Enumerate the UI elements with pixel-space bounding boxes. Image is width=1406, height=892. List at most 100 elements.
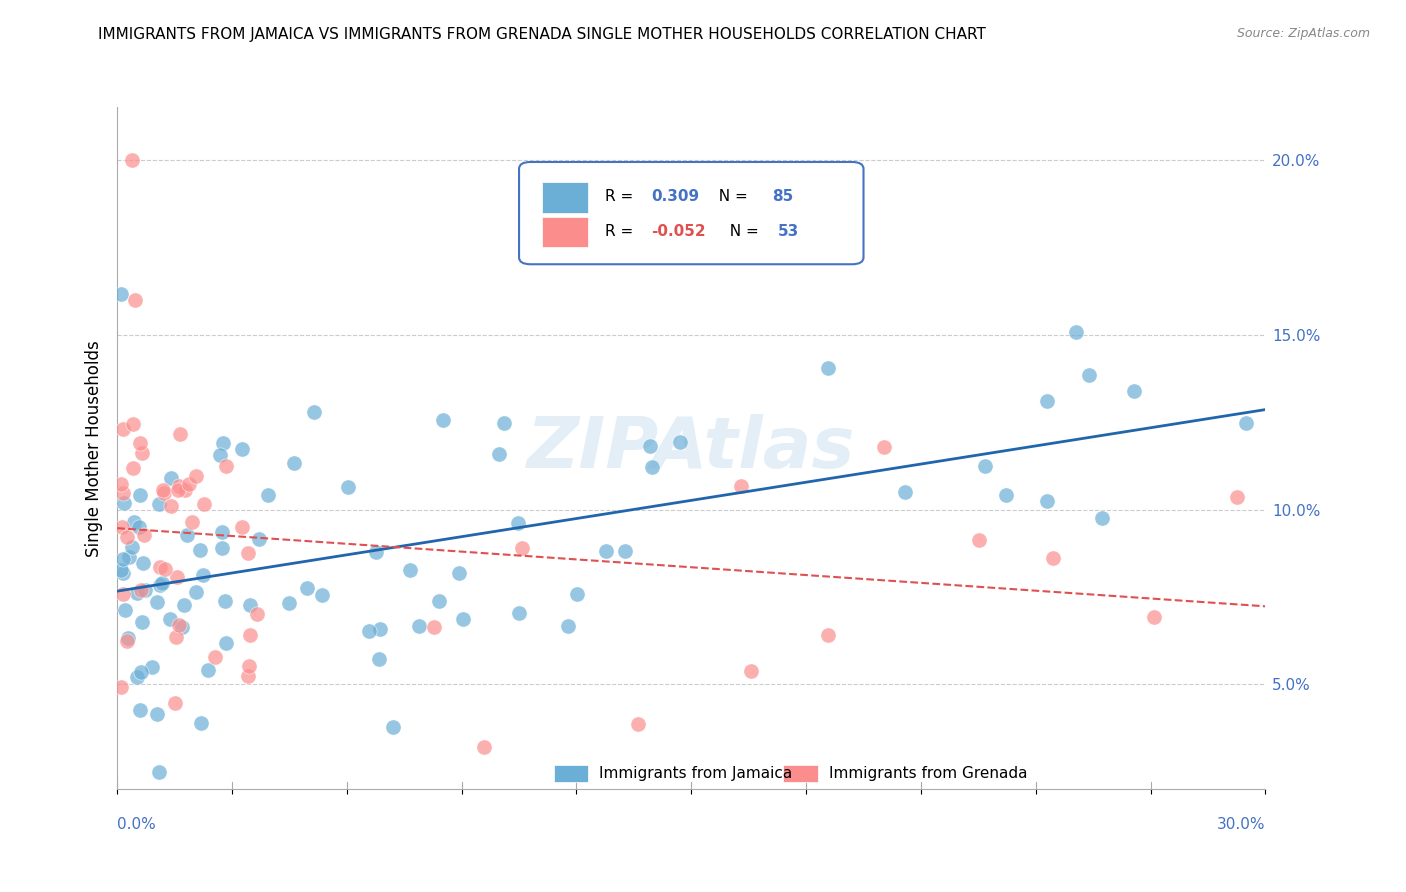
FancyBboxPatch shape bbox=[783, 765, 817, 782]
Immigrants from Grenada bbox=[472, 740, 495, 755]
Text: 85: 85 bbox=[772, 188, 793, 203]
Immigrants from Jamaica bbox=[112, 496, 135, 510]
Immigrants from Jamaica bbox=[114, 603, 136, 617]
Immigrants from Grenada bbox=[173, 483, 195, 498]
Immigrants from Jamaica bbox=[508, 606, 530, 620]
Immigrants from Grenada bbox=[117, 530, 139, 544]
Immigrants from Jamaica bbox=[129, 665, 152, 680]
Immigrants from Jamaica bbox=[184, 585, 207, 599]
Immigrants from Grenada bbox=[152, 483, 174, 497]
Text: 30.0%: 30.0% bbox=[1216, 817, 1265, 832]
Immigrants from Grenada bbox=[111, 486, 134, 500]
Text: -0.052: -0.052 bbox=[651, 224, 706, 239]
Immigrants from Jamaica bbox=[111, 566, 134, 580]
FancyBboxPatch shape bbox=[543, 217, 588, 247]
Immigrants from Grenada bbox=[167, 479, 190, 493]
Immigrants from Grenada bbox=[124, 293, 146, 308]
Immigrants from Jamaica bbox=[150, 576, 173, 591]
Immigrants from Grenada bbox=[180, 515, 202, 529]
Immigrants from Grenada bbox=[129, 583, 152, 598]
Immigrants from Grenada bbox=[169, 426, 191, 441]
Immigrants from Jamaica bbox=[110, 286, 132, 301]
Immigrants from Jamaica bbox=[176, 528, 198, 542]
Immigrants from Grenada bbox=[423, 620, 446, 634]
Immigrants from Jamaica bbox=[128, 520, 150, 534]
Immigrants from Grenada bbox=[1042, 551, 1064, 566]
Immigrants from Jamaica bbox=[211, 541, 233, 556]
Immigrants from Jamaica bbox=[149, 577, 172, 591]
Immigrants from Jamaica bbox=[277, 596, 299, 610]
Text: 53: 53 bbox=[778, 224, 799, 239]
Immigrants from Jamaica bbox=[1234, 416, 1257, 430]
Immigrants from Jamaica bbox=[1064, 325, 1087, 339]
FancyBboxPatch shape bbox=[554, 765, 588, 782]
Immigrants from Jamaica bbox=[640, 459, 662, 474]
Immigrants from Jamaica bbox=[145, 707, 167, 722]
Immigrants from Jamaica bbox=[894, 484, 917, 499]
Immigrants from Grenada bbox=[1226, 490, 1249, 504]
Immigrants from Jamaica bbox=[295, 581, 318, 595]
Immigrants from Jamaica bbox=[124, 515, 146, 529]
Immigrants from Grenada bbox=[111, 519, 134, 533]
Text: N =: N = bbox=[720, 224, 763, 239]
Immigrants from Grenada bbox=[122, 461, 145, 475]
Immigrants from Jamaica bbox=[1123, 384, 1146, 399]
Immigrants from Jamaica bbox=[111, 551, 134, 566]
Immigrants from Grenada bbox=[149, 560, 172, 574]
Immigrants from Grenada bbox=[873, 440, 896, 454]
Immigrants from Jamaica bbox=[132, 556, 155, 570]
Immigrants from Jamaica bbox=[669, 435, 692, 450]
Immigrants from Jamaica bbox=[337, 480, 360, 494]
Immigrants from Jamaica bbox=[399, 563, 422, 577]
Immigrants from Grenada bbox=[510, 541, 533, 555]
Immigrants from Jamaica bbox=[432, 413, 454, 427]
Immigrants from Grenada bbox=[730, 479, 752, 493]
Immigrants from Jamaica bbox=[211, 436, 233, 450]
Immigrants from Grenada bbox=[1143, 609, 1166, 624]
Immigrants from Grenada bbox=[131, 446, 153, 460]
Immigrants from Jamaica bbox=[638, 439, 661, 453]
Immigrants from Jamaica bbox=[125, 586, 148, 600]
Immigrants from Jamaica bbox=[381, 720, 404, 734]
Immigrants from Jamaica bbox=[1035, 394, 1057, 409]
Immigrants from Grenada bbox=[117, 634, 139, 648]
Immigrants from Jamaica bbox=[160, 471, 183, 485]
Immigrants from Grenada bbox=[967, 533, 990, 548]
Immigrants from Jamaica bbox=[197, 663, 219, 677]
Immigrants from Jamaica bbox=[191, 568, 214, 582]
Immigrants from Jamaica bbox=[283, 456, 305, 470]
Immigrants from Jamaica bbox=[118, 550, 141, 565]
Immigrants from Jamaica bbox=[368, 652, 391, 666]
Immigrants from Grenada bbox=[817, 627, 839, 641]
Immigrants from Jamaica bbox=[231, 442, 253, 456]
Immigrants from Jamaica bbox=[238, 598, 260, 612]
Immigrants from Grenada bbox=[238, 658, 260, 673]
Immigrants from Grenada bbox=[193, 497, 215, 511]
Immigrants from Jamaica bbox=[364, 545, 387, 559]
Immigrants from Jamaica bbox=[494, 416, 516, 430]
Immigrants from Grenada bbox=[204, 650, 226, 665]
Immigrants from Grenada bbox=[163, 696, 186, 710]
Immigrants from Jamaica bbox=[209, 448, 232, 462]
Immigrants from Jamaica bbox=[172, 619, 194, 633]
Immigrants from Grenada bbox=[167, 618, 190, 632]
Immigrants from Grenada bbox=[121, 417, 143, 431]
Immigrants from Jamaica bbox=[614, 544, 637, 558]
Immigrants from Jamaica bbox=[257, 488, 280, 502]
Immigrants from Jamaica bbox=[125, 670, 148, 684]
Immigrants from Jamaica bbox=[148, 497, 170, 511]
Immigrants from Grenada bbox=[132, 527, 155, 541]
Immigrants from Jamaica bbox=[190, 716, 212, 731]
Immigrants from Jamaica bbox=[1090, 511, 1112, 525]
Immigrants from Grenada bbox=[121, 153, 143, 167]
Text: Source: ZipAtlas.com: Source: ZipAtlas.com bbox=[1237, 27, 1371, 40]
Immigrants from Jamaica bbox=[117, 631, 139, 645]
Immigrants from Jamaica bbox=[141, 659, 163, 673]
Immigrants from Jamaica bbox=[557, 619, 579, 633]
Immigrants from Jamaica bbox=[1036, 493, 1059, 508]
Text: Immigrants from Grenada: Immigrants from Grenada bbox=[830, 766, 1028, 781]
Text: N =: N = bbox=[709, 188, 752, 203]
Immigrants from Grenada bbox=[112, 422, 135, 436]
Immigrants from Grenada bbox=[740, 664, 762, 678]
Immigrants from Jamaica bbox=[110, 563, 132, 577]
